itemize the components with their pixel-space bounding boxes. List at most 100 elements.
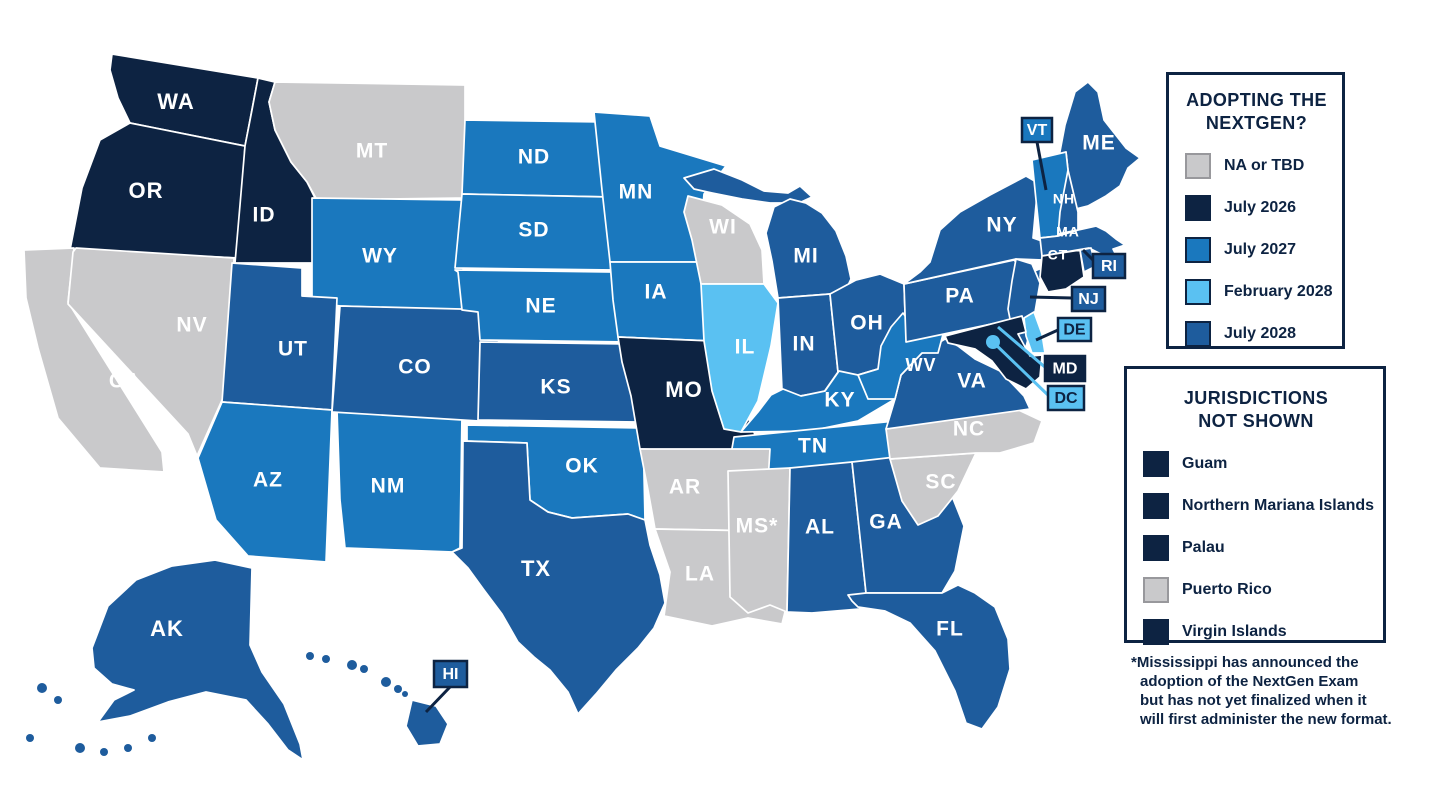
state-hi-island xyxy=(322,655,330,663)
legend-item-label: Puerto Rico xyxy=(1182,581,1272,599)
legend-swatch-jul2026 xyxy=(1185,195,1211,222)
legend-swatch-jul2027 xyxy=(1185,237,1211,264)
callout-line-vt xyxy=(1035,141,1048,191)
state-ak-island xyxy=(54,696,62,704)
state-mi xyxy=(765,198,852,299)
state-co xyxy=(331,305,501,423)
state-label-nh: NH xyxy=(1053,191,1075,207)
state-label-pa: PA xyxy=(945,285,975,308)
legend-item-label: Virgin Islands xyxy=(1182,623,1287,641)
legend-jurisdictions-title: JURISDICTIONS NOT SHOWN xyxy=(1183,388,1329,432)
state-md xyxy=(944,315,1043,390)
state-label-ms: MS* xyxy=(736,515,779,538)
state-hi-island xyxy=(306,652,314,660)
legend-item-palau: Palau xyxy=(1143,535,1369,562)
state-label-mi: MI xyxy=(793,245,818,268)
legend-item-july-2026: July 2026 xyxy=(1185,195,1328,222)
callout-line-md xyxy=(997,325,1047,370)
legend-item-label: Guam xyxy=(1182,455,1228,473)
legend-item-label: July 2028 xyxy=(1224,325,1297,343)
callout-box-vt xyxy=(1020,116,1054,144)
legend-item-july-2028: July 2028 xyxy=(1185,321,1328,348)
state-de xyxy=(1023,311,1046,354)
legend-swatch-jul2026 xyxy=(1143,493,1169,520)
state-mi xyxy=(683,168,813,204)
state-ak-island xyxy=(124,744,132,752)
callout-label-md: MD xyxy=(1053,361,1078,378)
state-label-ok: OK xyxy=(565,455,599,478)
state-label-al: AL xyxy=(805,516,835,539)
state-hi-island xyxy=(402,691,408,697)
state-label-id: ID xyxy=(253,204,276,227)
state-label-ga: GA xyxy=(869,511,903,534)
callout-label-de: DE xyxy=(1063,322,1086,339)
state-hi-island xyxy=(381,677,391,687)
legend-jurisdictions-not-shown: JURISDICTIONS NOT SHOWN Guam Northern Mar… xyxy=(1124,366,1386,646)
state-fl xyxy=(847,584,1011,730)
legend-item-july-2027: July 2027 xyxy=(1185,237,1328,264)
state-ms xyxy=(727,467,791,614)
state-az xyxy=(197,401,333,563)
state-label-in: IN xyxy=(793,333,816,356)
callout-label-ri: RI xyxy=(1101,258,1117,275)
legend-adopting-title: ADOPTING THE NEXTGEN? xyxy=(1186,90,1327,134)
callout-box-de xyxy=(1056,316,1093,343)
state-label-mn: MN xyxy=(619,181,654,204)
state-vt xyxy=(1031,151,1069,239)
state-label-sc: SC xyxy=(925,471,956,494)
state-label-fl: FL xyxy=(936,618,964,641)
legend-adopting-nextgen: ADOPTING THE NEXTGEN? NA or TBD July 2026… xyxy=(1166,72,1345,349)
state-hi-island xyxy=(360,665,368,673)
legend-item-guam: Guam xyxy=(1143,451,1369,478)
callout-label-dc: DC xyxy=(1054,390,1078,407)
legend-item-label: February 2028 xyxy=(1224,283,1333,301)
state-label-ia: IA xyxy=(645,281,668,304)
state-label-az: AZ xyxy=(253,469,283,492)
state-ak xyxy=(91,559,304,761)
state-label-la: LA xyxy=(685,563,715,586)
state-label-nc: NC xyxy=(953,418,985,441)
state-label-oh: OH xyxy=(850,312,884,335)
state-label-wy: WY xyxy=(362,245,398,268)
state-label-ny: NY xyxy=(986,214,1017,237)
state-ak-island xyxy=(148,734,156,742)
callout-line-de xyxy=(1035,328,1059,342)
state-ak-island xyxy=(26,734,34,742)
callout-box-nj xyxy=(1070,285,1107,313)
state-hi xyxy=(405,699,449,747)
callout-label-vt: VT xyxy=(1027,122,1048,139)
callout-line-dc xyxy=(991,340,1052,399)
callout-line-nj xyxy=(1029,295,1073,300)
legend-item-february-2028: February 2028 xyxy=(1185,279,1333,306)
state-label-ct: CT xyxy=(1048,247,1069,263)
state-label-wv: WV xyxy=(906,355,937,375)
footnote-line: *Mississippi has announced the xyxy=(1131,654,1359,671)
footnote-line: but has not yet finalized when it xyxy=(1140,692,1367,709)
state-label-nd: ND xyxy=(518,146,550,169)
callout-box-hi xyxy=(432,659,469,689)
state-label-or: OR xyxy=(129,178,164,203)
state-tx xyxy=(451,440,666,715)
legend-item-label: July 2027 xyxy=(1224,241,1297,259)
state-label-sd: SD xyxy=(518,219,549,242)
legend-swatch-jul2028 xyxy=(1185,321,1211,348)
state-label-mo: MO xyxy=(665,377,702,402)
state-label-me: ME xyxy=(1082,132,1116,155)
state-label-ne: NE xyxy=(525,295,556,318)
callout-box-dc xyxy=(1046,384,1086,412)
legend-swatch-jul2026 xyxy=(1143,451,1169,478)
state-label-ar: AR xyxy=(669,476,701,499)
state-label-tx: TX xyxy=(521,556,551,581)
legend-swatch-na xyxy=(1143,577,1169,604)
callout-line-hi xyxy=(424,685,452,714)
state-il xyxy=(700,283,779,433)
legend-swatch-na xyxy=(1185,153,1211,180)
state-label-ks: KS xyxy=(540,376,571,399)
state-label-nv: NV xyxy=(176,314,207,337)
callout-box-md xyxy=(1043,354,1087,383)
state-label-wa: WA xyxy=(157,89,194,114)
state-label-ky: KY xyxy=(824,389,855,412)
footnote-line: will first administer the new format. xyxy=(1140,711,1392,728)
